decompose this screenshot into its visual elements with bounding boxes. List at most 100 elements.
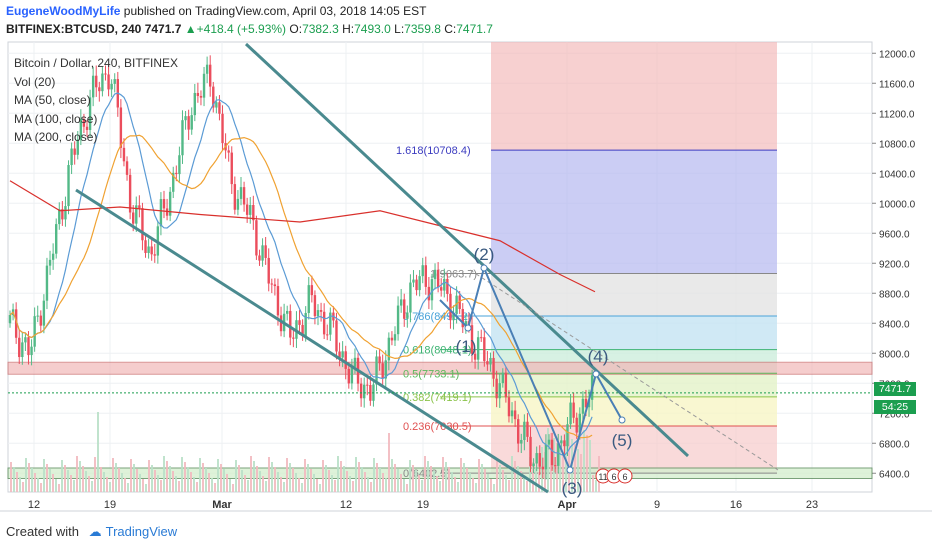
candle-body bbox=[363, 384, 366, 399]
candle-body bbox=[215, 102, 218, 108]
volume-bar bbox=[181, 457, 183, 492]
candle-body bbox=[427, 286, 431, 301]
volume-bar bbox=[463, 463, 465, 492]
volume-bar bbox=[373, 458, 375, 492]
volume-bar bbox=[61, 460, 63, 492]
high-value: 7493.0 bbox=[354, 22, 391, 36]
volume-bar bbox=[211, 478, 213, 492]
legend-ma200: MA (200, close) bbox=[14, 130, 98, 144]
candle-body bbox=[138, 205, 141, 209]
volume-bar bbox=[418, 475, 420, 492]
candle-body bbox=[264, 245, 267, 258]
volume-bar bbox=[175, 476, 177, 492]
volume-bar bbox=[445, 462, 447, 492]
tradingview-link[interactable]: TradingView bbox=[105, 524, 178, 539]
volume-bar bbox=[157, 475, 159, 492]
candle-body bbox=[209, 64, 212, 87]
candle-body bbox=[322, 311, 326, 335]
volume-bar bbox=[436, 476, 438, 492]
candle-body bbox=[396, 305, 400, 335]
candle-body bbox=[344, 351, 347, 369]
author-link[interactable]: EugeneWoodMyLife bbox=[6, 4, 121, 18]
volume-bar bbox=[457, 482, 459, 492]
candle-body bbox=[76, 139, 79, 155]
volume-bar bbox=[415, 470, 417, 492]
channel-upper-line bbox=[244, 42, 690, 458]
candle-body bbox=[88, 97, 92, 130]
volume-bar bbox=[328, 470, 330, 492]
candle-body bbox=[483, 337, 486, 362]
volume-bar bbox=[403, 479, 405, 492]
volume-bar bbox=[586, 435, 588, 492]
candle-body bbox=[128, 174, 132, 213]
volume-bar bbox=[127, 483, 129, 492]
candle-body bbox=[252, 205, 255, 221]
close-value: 7471.7 bbox=[456, 22, 493, 36]
volume-bar bbox=[421, 480, 423, 492]
candle-body bbox=[319, 310, 323, 312]
candle-body bbox=[190, 115, 193, 130]
fib-level-label: 0.236(7030.5) bbox=[403, 421, 472, 433]
wave-point bbox=[464, 324, 472, 332]
candle-body bbox=[553, 465, 557, 467]
projection-zone-yellow bbox=[491, 396, 777, 426]
volume-bar bbox=[166, 461, 168, 492]
candle-body bbox=[122, 147, 126, 162]
candle-body bbox=[584, 398, 588, 408]
tradingview-logo-icon: ☁ bbox=[88, 524, 102, 539]
legend-volume: Vol (20) bbox=[14, 74, 56, 89]
wave-label: (5) bbox=[612, 431, 633, 450]
volume-bar bbox=[568, 434, 570, 492]
low-value: 7359.8 bbox=[404, 22, 441, 36]
y-tick-label: 6400.0 bbox=[879, 469, 910, 480]
candle-body bbox=[45, 265, 49, 301]
wave-label: (2) bbox=[474, 245, 495, 264]
volume-bar bbox=[22, 482, 24, 492]
y-tick-label: 10400.0 bbox=[879, 169, 916, 180]
candle-body bbox=[258, 255, 261, 261]
volume-bar bbox=[259, 471, 261, 492]
candle-body bbox=[221, 113, 224, 144]
volume-bar bbox=[379, 468, 381, 492]
volume-bar bbox=[289, 463, 291, 492]
candle-body bbox=[504, 372, 508, 398]
y-tick-label: 8800.0 bbox=[879, 289, 910, 300]
volume-bar bbox=[253, 461, 255, 492]
candle-body bbox=[560, 440, 563, 444]
y-tick-label: 8000.0 bbox=[879, 349, 910, 360]
legend-ma50: MA (50, close) bbox=[14, 93, 91, 107]
candle-body bbox=[279, 315, 283, 332]
volume-bar bbox=[265, 481, 267, 492]
volume-bar bbox=[37, 478, 39, 492]
volume-bar bbox=[163, 456, 165, 492]
volume-bar bbox=[79, 461, 81, 492]
candle-body bbox=[205, 64, 209, 74]
candle-body bbox=[153, 254, 156, 256]
volume-bar bbox=[562, 453, 564, 492]
volume-bar bbox=[292, 468, 294, 492]
volume-bar bbox=[97, 412, 99, 492]
candle-body bbox=[575, 417, 578, 433]
ma-50-line bbox=[9, 134, 593, 439]
candle-body bbox=[421, 265, 424, 277]
candle-body bbox=[199, 95, 203, 98]
volume-bar bbox=[526, 481, 528, 492]
volume-bar bbox=[472, 478, 474, 492]
volume-bar bbox=[370, 482, 372, 492]
candle-body bbox=[64, 206, 67, 220]
candle-body bbox=[418, 276, 421, 291]
candle-body bbox=[440, 287, 443, 291]
candle-body bbox=[547, 439, 551, 445]
candle-body bbox=[178, 155, 181, 175]
candle-body bbox=[387, 337, 391, 361]
high-label: H: bbox=[342, 22, 355, 36]
y-tick-label: 9200.0 bbox=[879, 259, 910, 270]
candle-body bbox=[162, 199, 166, 209]
ma-200-line bbox=[9, 180, 596, 293]
candle-body bbox=[292, 337, 295, 339]
volume-bar bbox=[574, 444, 576, 492]
volume-bar bbox=[406, 484, 408, 492]
volume-bar bbox=[547, 428, 549, 492]
candle-body bbox=[67, 165, 70, 207]
